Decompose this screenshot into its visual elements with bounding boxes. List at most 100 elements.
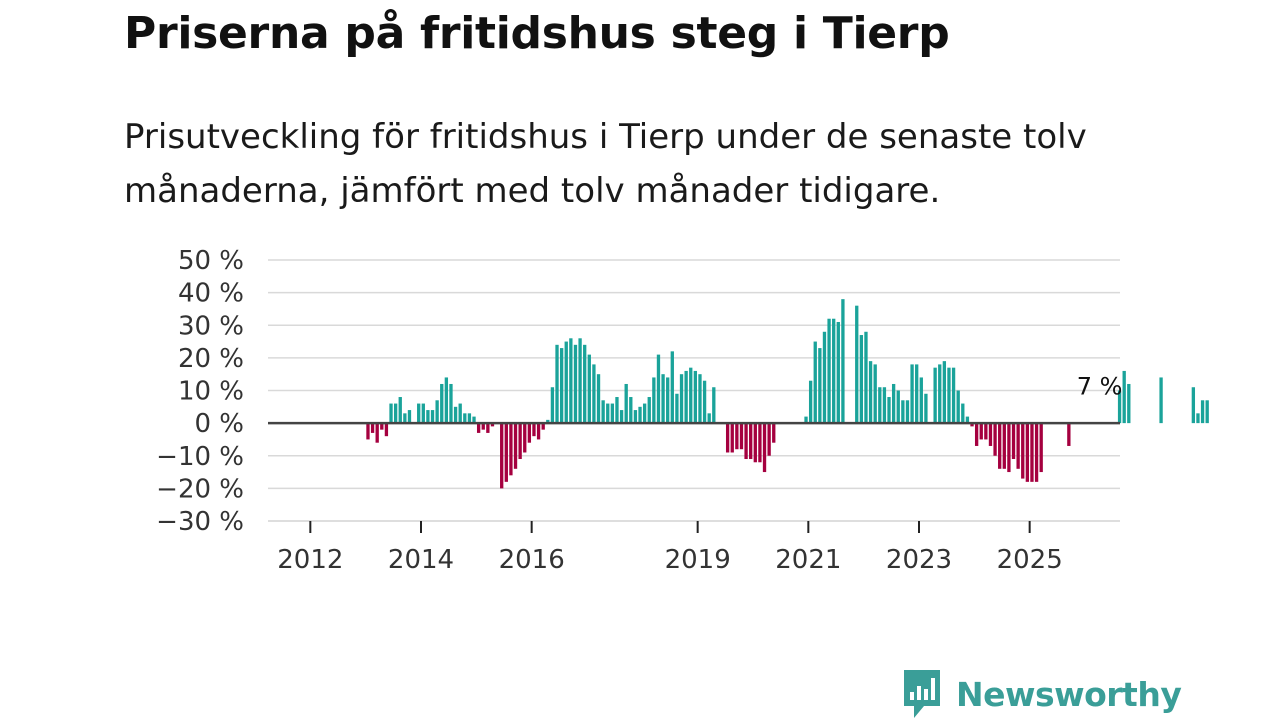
bar — [804, 416, 808, 424]
bar — [970, 423, 974, 427]
bar — [947, 367, 951, 424]
bar — [633, 410, 638, 424]
newsworthy-logo-icon — [904, 670, 940, 718]
bar — [735, 423, 739, 450]
bar — [1025, 423, 1030, 482]
bar — [666, 377, 670, 424]
bar — [758, 423, 762, 463]
bar — [739, 423, 744, 450]
bar — [919, 377, 923, 424]
bar — [979, 423, 983, 440]
bar — [689, 367, 693, 424]
bar — [569, 338, 573, 424]
bar — [859, 335, 864, 424]
bar — [670, 351, 674, 424]
newsworthy-logo: Newsworthy — [902, 668, 1182, 720]
bar — [1007, 423, 1011, 473]
bar — [1034, 423, 1039, 482]
bar — [624, 383, 628, 424]
bar — [1039, 423, 1043, 473]
x-tick-label: 2014 — [388, 545, 454, 575]
bar — [1021, 423, 1025, 479]
bar — [458, 403, 462, 424]
bar — [417, 403, 421, 424]
bar — [891, 383, 896, 424]
bar — [984, 423, 988, 440]
bar — [472, 416, 476, 424]
bar — [730, 423, 734, 453]
bar — [536, 423, 541, 440]
bar — [449, 383, 453, 424]
x-tick-label: 2019 — [665, 545, 731, 575]
bar — [527, 423, 532, 443]
bar — [1196, 413, 1200, 424]
bar — [813, 341, 817, 424]
bar — [513, 423, 518, 469]
bar — [896, 390, 900, 424]
bar — [882, 387, 887, 424]
bar — [712, 387, 716, 424]
bar — [841, 299, 845, 424]
bar — [832, 318, 836, 424]
bar — [956, 390, 960, 424]
bar — [873, 364, 877, 424]
bar — [610, 403, 615, 424]
bar — [532, 423, 536, 437]
x-tick-label: 2016 — [499, 545, 565, 575]
bar — [1205, 400, 1209, 424]
brand-name: Newsworthy — [956, 674, 1182, 714]
y-tick-label: −30 % — [156, 507, 244, 537]
bar — [578, 338, 582, 424]
bar — [601, 400, 605, 424]
x-tick-label: 2023 — [886, 545, 952, 575]
bar — [951, 367, 956, 424]
bar — [725, 423, 730, 453]
bar — [398, 397, 402, 424]
bar — [1159, 377, 1163, 424]
y-tick-label: 0 % — [194, 409, 244, 439]
bar — [629, 397, 633, 424]
bar — [827, 318, 831, 424]
bar — [380, 423, 384, 430]
y-tick-labels: 50 %40 %30 %20 %10 %0 %−10 %−20 %−30 % — [156, 246, 244, 537]
bar — [901, 400, 905, 424]
bar — [615, 397, 619, 424]
bar — [573, 344, 578, 424]
bar — [559, 348, 564, 424]
y-tick-label: −10 % — [156, 442, 244, 472]
bar — [541, 423, 545, 430]
bar — [583, 344, 587, 424]
bar — [375, 423, 379, 443]
axes — [268, 421, 1120, 533]
bar — [453, 406, 458, 424]
bar — [910, 364, 914, 424]
y-tick-label: 20 % — [178, 344, 244, 374]
bar — [661, 374, 665, 424]
bar — [878, 387, 882, 424]
bar — [679, 374, 684, 424]
bar — [426, 410, 430, 424]
bar — [366, 423, 370, 440]
latest-value-annotation: 7 % — [1077, 372, 1123, 400]
bar — [440, 383, 444, 424]
bar — [592, 364, 596, 424]
bar — [652, 377, 656, 424]
bar — [463, 413, 467, 424]
bar — [961, 403, 965, 424]
bar — [702, 380, 707, 424]
bar — [1030, 423, 1034, 482]
bar — [467, 413, 472, 424]
bar — [564, 341, 568, 424]
x-tick-label: 2021 — [775, 545, 841, 575]
bar — [1117, 390, 1122, 424]
bar — [855, 305, 859, 424]
bar — [993, 423, 997, 456]
y-tick-label: 10 % — [178, 377, 244, 407]
bar — [490, 423, 495, 427]
bar — [762, 423, 767, 473]
bar — [988, 423, 993, 446]
y-tick-label: 50 % — [178, 246, 244, 276]
bar — [938, 364, 942, 424]
x-tick-label: 2025 — [997, 545, 1063, 575]
bar — [384, 423, 389, 437]
